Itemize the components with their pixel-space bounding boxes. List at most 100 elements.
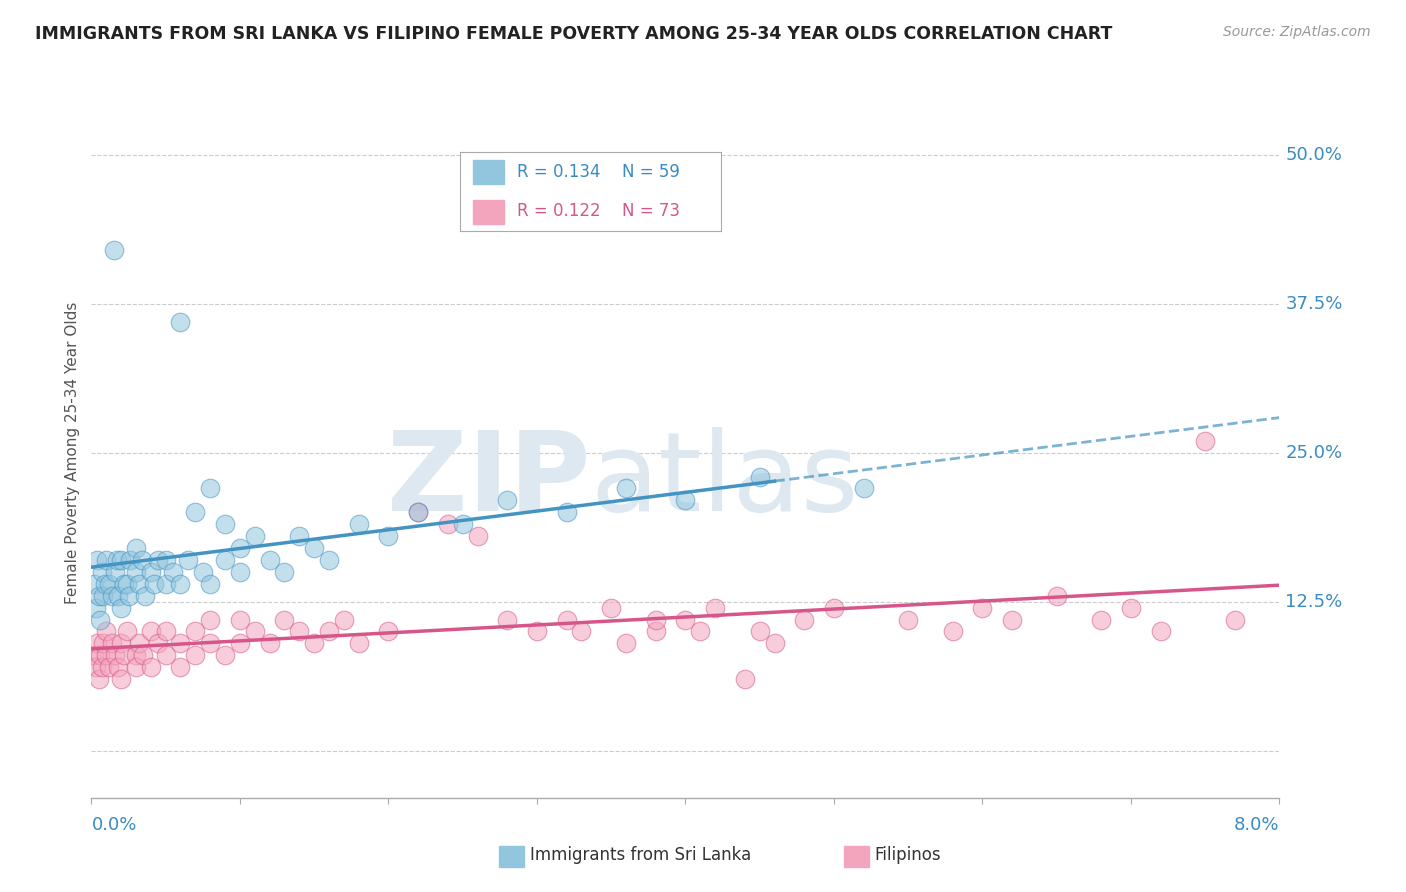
Point [131,553,153,567]
Point [1223,613,1246,627]
Y-axis label: Female Poverty Among 25-34 Year Olds: Female Poverty Among 25-34 Year Olds [65,301,80,604]
Point [87,589,110,603]
Point [214,648,236,663]
Point [128,636,150,650]
Point [288,624,311,639]
Point [104,565,127,579]
Point [96,648,118,663]
Point [614,482,637,496]
Point [184,648,207,663]
Point [1046,589,1069,603]
Point [104,648,127,663]
Point [107,660,129,674]
Point [229,565,252,579]
Point [288,529,311,543]
Text: 8.0%: 8.0% [1234,816,1279,834]
Point [155,576,177,591]
Text: Immigrants from Sri Lanka: Immigrants from Sri Lanka [530,847,751,864]
Point [571,624,593,639]
Point [87,672,110,686]
Point [89,648,111,663]
Point [155,553,177,567]
Point [1001,613,1024,627]
Point [496,493,519,508]
Point [377,529,399,543]
Point [406,505,429,519]
Point [86,553,108,567]
Point [83,648,105,663]
Point [107,589,129,603]
Point [1090,613,1112,627]
Point [110,636,132,650]
Point [689,624,711,639]
Text: R = 0.122: R = 0.122 [517,202,600,219]
Point [155,648,177,663]
Point [377,624,399,639]
Point [132,648,155,663]
Point [90,565,112,579]
Point [200,482,222,496]
Point [96,624,118,639]
Point [96,553,118,567]
Text: atlas: atlas [591,427,859,533]
Point [103,243,125,257]
Point [897,613,920,627]
Point [229,541,252,555]
Point [451,517,474,532]
Bar [472,160,505,184]
Point [86,636,108,650]
Point [555,505,578,519]
Point [184,624,207,639]
Point [191,565,214,579]
Point [972,600,994,615]
Point [259,636,281,650]
Point [748,624,770,639]
Point [793,613,815,627]
Point [555,613,578,627]
Point [98,576,121,591]
Point [83,576,105,591]
Point [200,576,222,591]
Point [128,576,150,591]
Point [243,624,266,639]
Point [704,600,727,615]
Point [162,565,184,579]
Point [101,589,124,603]
Point [942,624,965,639]
Text: 0.0%: 0.0% [91,816,136,834]
Text: N = 73: N = 73 [621,202,679,219]
Point [155,624,177,639]
Text: N = 59: N = 59 [621,163,679,181]
Point [117,589,139,603]
Point [823,600,845,615]
Point [1149,624,1171,639]
Text: Source: ZipAtlas.com: Source: ZipAtlas.com [1223,25,1371,39]
Point [110,553,132,567]
Point [125,648,148,663]
Point [673,613,696,627]
Point [496,613,519,627]
Text: IMMIGRANTS FROM SRI LANKA VS FILIPINO FEMALE POVERTY AMONG 25-34 YEAR OLDS CORRE: IMMIGRANTS FROM SRI LANKA VS FILIPINO FE… [35,25,1112,43]
Text: R = 0.134: R = 0.134 [517,163,600,181]
Point [91,636,114,650]
Point [748,469,770,483]
Point [84,660,107,674]
Point [125,541,148,555]
Point [169,576,191,591]
Point [125,660,148,674]
Point [526,624,548,639]
Point [1194,434,1216,448]
Point [302,541,325,555]
Point [347,517,370,532]
Point [436,517,458,532]
Point [302,636,325,650]
Point [148,553,170,567]
Point [139,565,162,579]
Point [673,493,696,508]
Text: 50.0%: 50.0% [1285,145,1343,164]
Point [318,624,340,639]
Point [89,613,111,627]
Point [644,613,666,627]
Point [98,660,121,674]
Point [347,636,370,650]
